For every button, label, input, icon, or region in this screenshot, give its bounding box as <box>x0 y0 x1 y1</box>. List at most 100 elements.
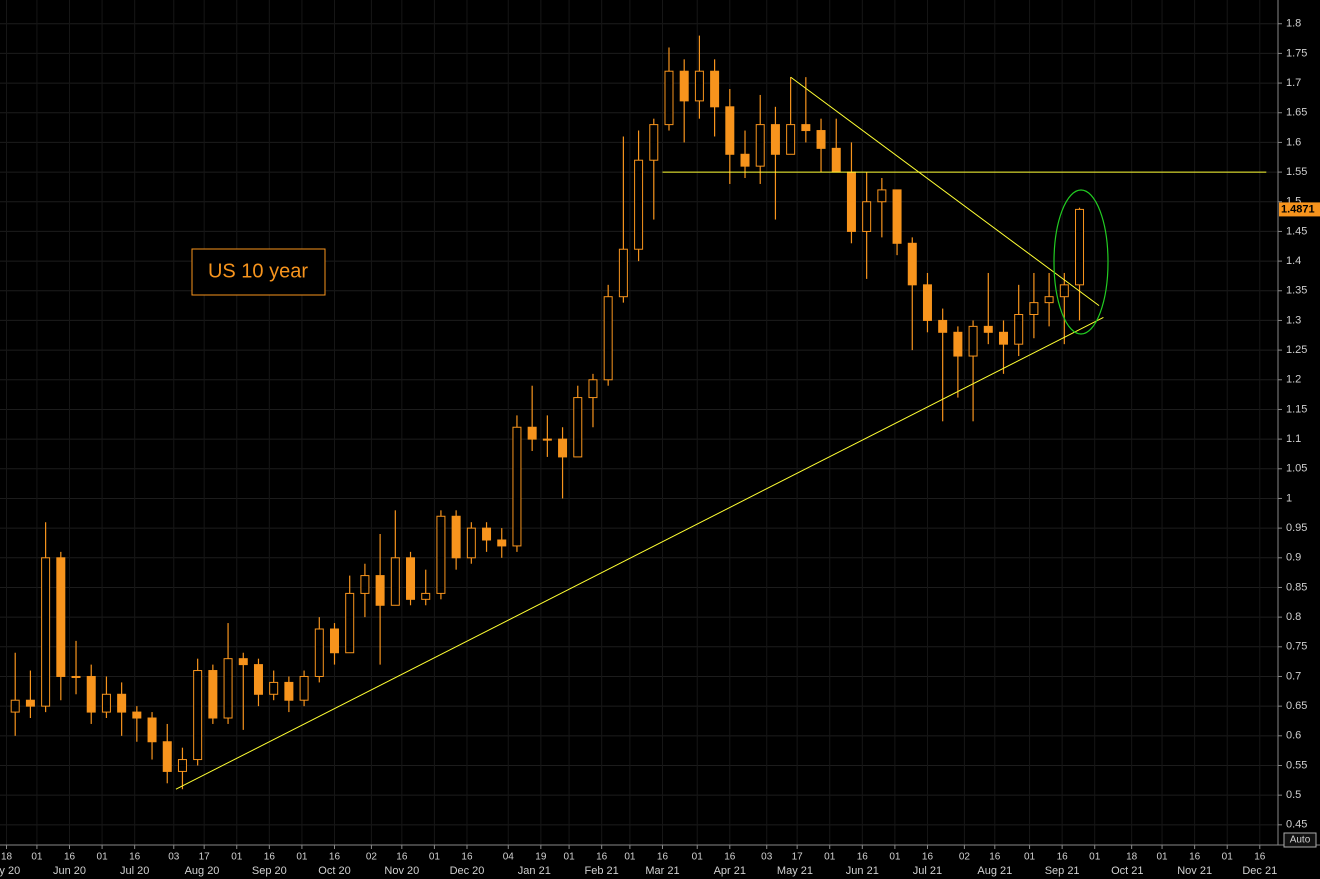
x-month-label: Aug 20 <box>185 865 220 877</box>
candle-body <box>86 675 96 713</box>
x-tick-label: 16 <box>1254 852 1266 863</box>
candle-body <box>740 153 750 167</box>
candle-body <box>664 70 674 126</box>
candle-body <box>314 628 324 677</box>
annotation: US 10 year <box>208 260 308 282</box>
x-month-label: May 21 <box>777 865 813 877</box>
candle-body <box>41 557 51 707</box>
candle-body <box>284 681 294 701</box>
candle-body <box>862 201 872 232</box>
candle-body <box>831 147 841 173</box>
candle-body <box>132 711 142 719</box>
candle-body <box>968 325 978 357</box>
candle-body <box>527 426 537 440</box>
x-tick-label: 16 <box>857 852 869 863</box>
x-tick-label: 01 <box>1222 852 1234 863</box>
axes: 0.45 0.5 0.55 0.6 0.65 0.7 0.75 0.8 0.85 0.9 0.95 1… <box>0 18 1320 877</box>
candle-body <box>1075 208 1085 286</box>
scale-button-label[interactable]: Auto <box>1290 835 1311 846</box>
candle-body <box>998 331 1008 345</box>
x-month-label: Oct 20 <box>318 865 350 877</box>
candle-body <box>603 296 613 381</box>
x-tick-label: 01 <box>231 852 243 863</box>
candle-body <box>907 242 917 286</box>
x-tick-label: 01 <box>296 852 308 863</box>
x-tick-label: 01 <box>31 852 43 863</box>
last-value-box <box>1279 202 1320 217</box>
candle-body <box>193 670 203 761</box>
candle-body <box>345 592 355 654</box>
scale-button[interactable] <box>1283 832 1317 848</box>
candle-body <box>1059 284 1069 298</box>
candle-body <box>786 124 796 155</box>
x-month-label: Feb 21 <box>585 865 619 877</box>
candle-body <box>1014 314 1024 345</box>
x-tick-label: 01 <box>564 852 576 863</box>
x-tick-label: 16 <box>596 852 608 863</box>
candle-body <box>177 759 187 772</box>
candle-body <box>770 124 780 155</box>
x-month-label: Sep 20 <box>252 865 287 877</box>
candle-body <box>573 397 583 458</box>
x-tick-label: 01 <box>624 852 636 863</box>
x-tick-label: 01 <box>824 852 836 863</box>
x-tick-label: 16 <box>264 852 276 863</box>
plot <box>10 35 1267 790</box>
y-tick-label: 1 <box>1286 492 1292 504</box>
candle-body <box>710 70 720 108</box>
x-tick-label: 03 <box>168 852 180 863</box>
y-tick-label: 1.25 <box>1286 344 1307 356</box>
y-tick-label: 1.75 <box>1286 47 1307 59</box>
candle-body <box>755 124 765 167</box>
x-tick-label: 16 <box>724 852 736 863</box>
candle-body <box>329 628 339 654</box>
candle-body <box>253 664 263 695</box>
candle-body <box>542 438 552 441</box>
candle-body <box>269 681 279 695</box>
y-tick-label: 1.7 <box>1286 77 1301 89</box>
candle-body <box>421 592 431 600</box>
x-tick-label: 02 <box>366 852 378 863</box>
candle-body <box>208 670 218 719</box>
candle-body <box>618 248 628 298</box>
y-tick-label: 1.1 <box>1286 433 1301 445</box>
x-month-label: Dec 21 <box>1242 865 1277 877</box>
candle-body <box>679 70 689 102</box>
candle-body <box>71 675 81 678</box>
x-month-label: Oct 21 <box>1111 865 1143 877</box>
y-tick-label: 1.3 <box>1286 314 1301 326</box>
x-month-label: Jul 20 <box>120 865 149 877</box>
x-tick-label: 03 <box>761 852 773 863</box>
candle-body <box>922 284 932 321</box>
candle-body <box>223 658 233 719</box>
x-month-label: Nov 21 <box>1177 865 1212 877</box>
x-tick-label: 16 <box>989 852 1001 863</box>
candle-body <box>56 557 66 677</box>
candle-body <box>846 171 856 232</box>
y-tick-label: 0.5 <box>1286 789 1301 801</box>
y-tick-label: 0.45 <box>1286 819 1307 831</box>
x-month-label: Apr 21 <box>714 865 746 877</box>
y-tick-label: 0.6 <box>1286 730 1301 742</box>
x-month-label: Jun 20 <box>53 865 86 877</box>
candle-body <box>634 159 644 250</box>
x-month-label: Dec 20 <box>450 865 485 877</box>
y-tick-label: 0.9 <box>1286 552 1301 564</box>
candle-body <box>588 379 598 399</box>
x-tick-label: 01 <box>429 852 441 863</box>
candle-body <box>406 557 416 600</box>
y-tick-label: 1.55 <box>1286 166 1307 178</box>
x-month-label: Sep 21 <box>1045 865 1080 877</box>
x-tick-label: 01 <box>1089 852 1101 863</box>
y-tick-label: 1.2 <box>1286 374 1301 386</box>
x-tick-label: 19 <box>535 852 547 863</box>
y-tick-label: 0.65 <box>1286 700 1307 712</box>
x-tick-label: 18 <box>1126 852 1138 863</box>
candle-body <box>816 130 826 149</box>
candle-body <box>451 515 461 559</box>
candle-body <box>299 675 309 701</box>
x-month-label: Jul 21 <box>913 865 942 877</box>
candle-body <box>10 699 20 713</box>
x-month-label: Aug 21 <box>977 865 1012 877</box>
candle-body <box>147 717 157 743</box>
